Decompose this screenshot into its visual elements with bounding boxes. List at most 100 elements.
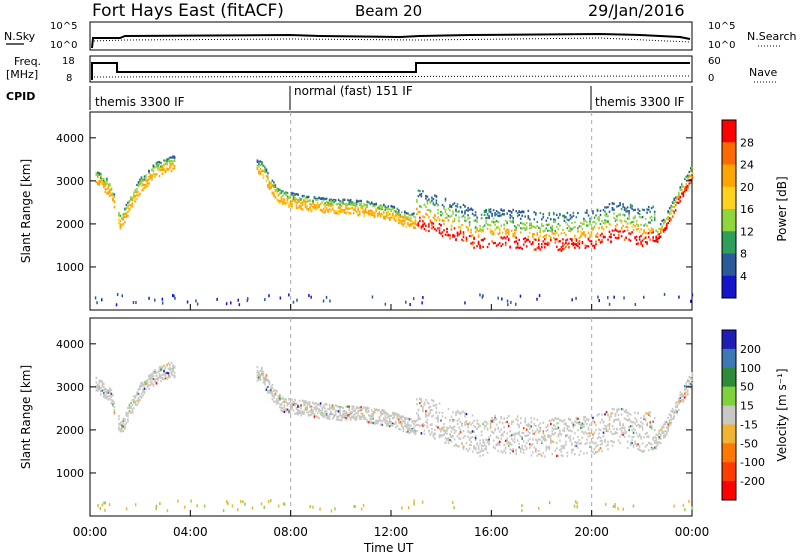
data-point [547, 429, 549, 432]
data-point [664, 221, 666, 224]
data-point [471, 435, 474, 439]
data-point [364, 410, 367, 413]
data-point [393, 218, 396, 221]
data-point [464, 421, 466, 424]
data-point [345, 418, 347, 421]
data-point [307, 411, 310, 414]
data-point [306, 195, 308, 198]
data-point [638, 424, 641, 427]
data-point [351, 203, 353, 206]
data-point [605, 428, 608, 431]
data-point [411, 429, 414, 432]
data-point [602, 421, 605, 424]
data-point [513, 433, 516, 436]
data-point [562, 238, 564, 241]
ground-scatter-point [103, 501, 105, 505]
data-point [128, 410, 131, 413]
data-point [492, 242, 495, 245]
data-point [515, 246, 517, 249]
data-point [650, 448, 653, 451]
data-point [349, 411, 352, 414]
data-point [634, 215, 636, 218]
nsky-line [91, 32, 691, 49]
data-point [497, 449, 499, 453]
data-point [662, 222, 665, 225]
data-point [655, 441, 657, 444]
data-point [560, 232, 563, 235]
data-point [283, 398, 286, 401]
data-point [348, 201, 350, 204]
data-point [638, 238, 641, 241]
data-point [577, 429, 579, 432]
data-point [658, 436, 660, 439]
data-point [607, 443, 609, 446]
ground-scatter-point [227, 501, 229, 505]
data-point [297, 199, 299, 202]
data-point [277, 399, 280, 402]
data-point [565, 435, 567, 438]
data-point [294, 403, 296, 406]
data-point [101, 383, 104, 386]
data-point [262, 381, 265, 384]
data-point [307, 402, 310, 405]
data-point [349, 417, 352, 420]
data-point [170, 368, 173, 371]
data-point [574, 246, 576, 249]
data-point [408, 418, 411, 421]
data-point [420, 432, 423, 435]
data-point [640, 449, 642, 452]
data-point [166, 163, 168, 166]
data-point [589, 235, 591, 238]
data-point [288, 410, 290, 413]
data-point [163, 168, 165, 171]
data-point [417, 423, 420, 427]
data-point [408, 223, 411, 226]
data-point [659, 433, 662, 436]
data-point [444, 216, 447, 219]
data-point [315, 208, 317, 211]
data-point [671, 407, 674, 410]
ground-scatter-point [521, 509, 523, 512]
data-point [631, 207, 633, 210]
data-point [548, 436, 551, 439]
data-point [452, 426, 454, 429]
data-point [492, 418, 495, 421]
data-point [393, 215, 396, 218]
data-point [395, 214, 397, 217]
x-tick-label: 00:00 [675, 525, 710, 539]
data-point [124, 212, 126, 215]
data-point [357, 200, 359, 203]
data-point [477, 235, 480, 238]
data-point [465, 239, 468, 242]
data-point [276, 190, 278, 193]
ground-scatter-point [330, 509, 333, 513]
data-point [124, 419, 126, 423]
data-point [635, 242, 638, 246]
data-point [589, 217, 591, 220]
data-point [622, 213, 624, 216]
data-point [106, 192, 108, 195]
ground-scatter-point [99, 506, 102, 510]
data-point [112, 199, 114, 202]
data-point [155, 165, 158, 168]
data-point [688, 382, 691, 385]
data-point [393, 415, 396, 418]
data-point [440, 428, 442, 431]
data-point [386, 413, 388, 416]
data-point [128, 208, 131, 211]
data-point [435, 219, 438, 222]
data-point [318, 403, 320, 406]
data-point [572, 437, 575, 440]
data-point [452, 212, 454, 215]
data-point [516, 243, 519, 246]
data-point [518, 210, 520, 213]
data-point [417, 223, 420, 226]
y-tick-label: 3000 [56, 381, 84, 394]
data-point [513, 240, 516, 244]
data-point [438, 402, 441, 405]
data-point [524, 227, 526, 230]
data-point [419, 205, 421, 208]
data-point [292, 195, 295, 198]
data-point [684, 388, 686, 391]
data-point [504, 446, 507, 449]
